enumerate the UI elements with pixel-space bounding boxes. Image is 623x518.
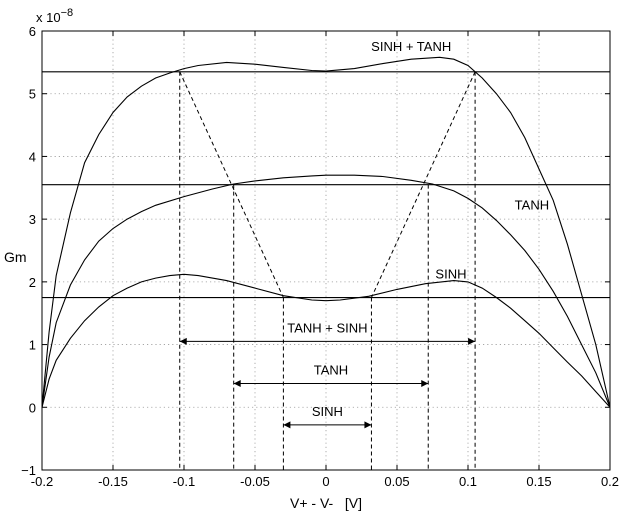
x-tick-label: 0	[322, 474, 329, 489]
reference-lines	[42, 71, 610, 299]
plot-frame	[41, 30, 611, 471]
y-axis-label: Gm	[4, 249, 27, 265]
y-tick-label: 4	[29, 149, 36, 164]
range-label: SINH	[312, 404, 343, 419]
y-tick-label: −1	[21, 463, 36, 478]
x-tick-label: 0.2	[601, 474, 619, 489]
labels: SINH + TANH TANH SINH	[371, 39, 549, 282]
y-tick-label: 1	[29, 338, 36, 353]
curve-label-tanh: TANH	[515, 198, 549, 213]
y-exponent-base: x 10	[36, 10, 61, 25]
series-line-sinh-tanh	[41, 56, 611, 408]
x-tick-label: -0.1	[173, 474, 195, 489]
curve-label-sinh-tanh: SINH + TANH	[371, 39, 451, 54]
y-tick-label: 3	[29, 212, 36, 227]
y-tick-label: 0	[29, 400, 36, 415]
range-arrow-tanh-sinh: TANH + SINH	[179, 320, 476, 345]
curves	[41, 56, 611, 408]
arrowhead-right	[364, 421, 372, 429]
series-line-sinh	[41, 273, 611, 408]
tick-labels: -0.2 -0.15 -0.1 -0.05 0 0.05 0.1 0.15 0.2 −1 0 1 2 3 4…	[21, 24, 619, 489]
range-arrows: TANH + SINH TANH SINH	[179, 320, 476, 429]
x-tick-label: 0.15	[526, 474, 551, 489]
x-tick-label: 0.05	[384, 474, 409, 489]
y-tick-label: 2	[29, 275, 36, 290]
x-axis-label: V+ - V- [V]	[290, 495, 362, 511]
range-label: TANH	[314, 362, 348, 377]
arrowhead-left	[179, 337, 187, 345]
x-tick-label: -0.2	[31, 474, 53, 489]
y-exponent-label: x 10−8	[36, 7, 73, 25]
range-label: TANH + SINH	[287, 320, 367, 335]
arrowhead-right	[468, 337, 476, 345]
x-tick-label: -0.05	[240, 474, 270, 489]
grid-lines	[42, 31, 610, 470]
y-tick-label: 5	[29, 87, 36, 102]
range-arrow-sinh: SINH	[283, 404, 372, 429]
arrowhead-left	[233, 379, 241, 387]
x-tick-label: 0.1	[459, 474, 477, 489]
arrowhead-right	[421, 379, 429, 387]
curve-label-sinh: SINH	[435, 267, 466, 282]
arrowhead-left	[283, 421, 291, 429]
range-arrow-tanh: TANH	[233, 362, 429, 387]
y-tick-label: 6	[29, 24, 36, 39]
series-line-tanh	[41, 174, 611, 408]
x-tick-label: -0.15	[98, 474, 128, 489]
y-exponent-power: −8	[61, 7, 74, 19]
